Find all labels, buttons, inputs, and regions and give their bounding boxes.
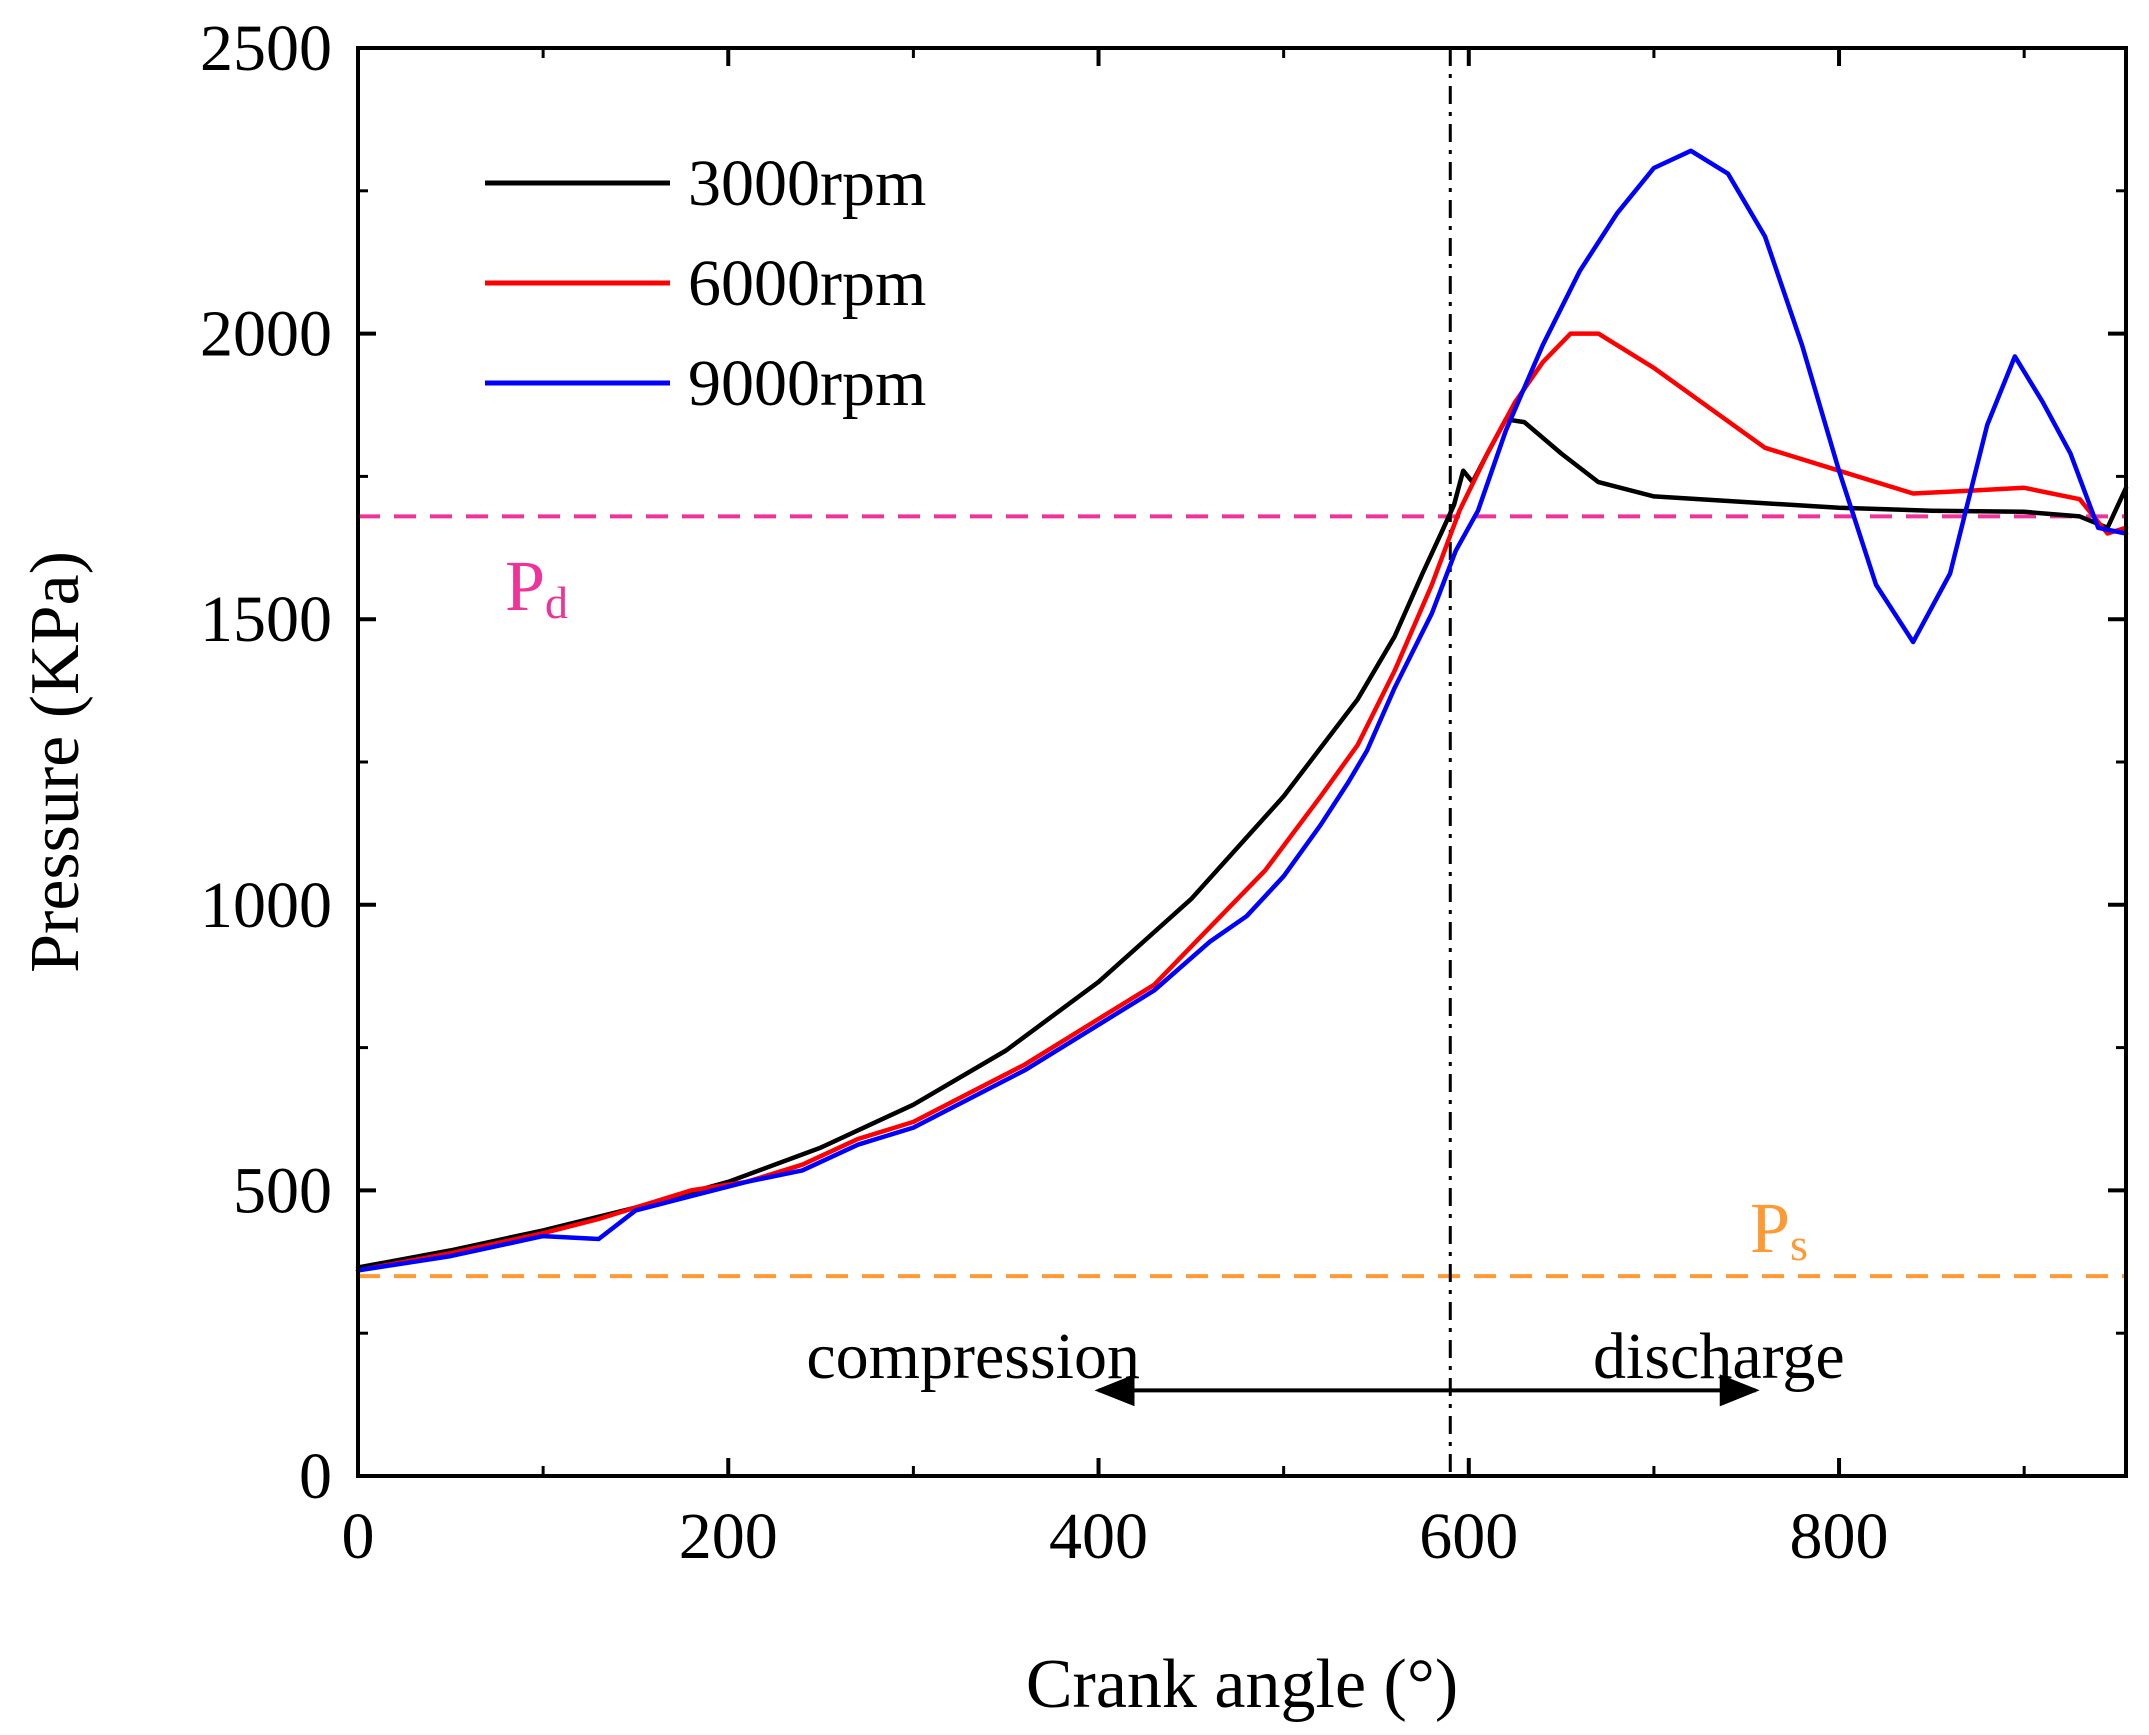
x-axis-title: Crank angle (°)	[1026, 1646, 1458, 1723]
y-tick-label: 1000	[200, 869, 332, 942]
compression-label: compression	[806, 1320, 1140, 1393]
x-tick-label: 0	[342, 1500, 375, 1573]
y-tick-label: 0	[299, 1440, 332, 1513]
x-tick-label: 400	[1049, 1500, 1148, 1573]
y-tick-label: 500	[233, 1154, 332, 1227]
x-tick-label: 800	[1790, 1500, 1889, 1573]
y-tick-label: 1500	[200, 583, 332, 656]
y-axis-title: Pressure (KPa)	[17, 551, 94, 973]
pd-label: Pd	[505, 546, 568, 628]
series-line-6000rpm	[355, 331, 2129, 1273]
y-tick-label: 2000	[200, 298, 332, 371]
reference-lines	[358, 48, 2126, 1476]
series-lines	[355, 148, 2129, 1273]
series-line-9000rpm	[355, 148, 2129, 1273]
y-tick-label: 2500	[200, 12, 332, 85]
legend-label-9000rpm: 9000rpm	[688, 347, 926, 420]
x-tick-label: 600	[1419, 1500, 1518, 1573]
ps-label: Ps	[1750, 1188, 1808, 1270]
legend: 3000rpm 6000rpm 9000rpm	[485, 147, 926, 420]
legend-label-6000rpm: 6000rpm	[688, 247, 926, 320]
legend-label-3000rpm: 3000rpm	[688, 147, 926, 220]
discharge-label: discharge	[1593, 1320, 1845, 1393]
series-line-3000rpm	[355, 417, 2129, 1270]
x-tick-label: 200	[679, 1500, 778, 1573]
plot-frame	[356, 46, 2128, 1478]
axis-ticks: 0 200 400 600 800 0 500 1000 1500 2000 2500	[200, 12, 2126, 1573]
